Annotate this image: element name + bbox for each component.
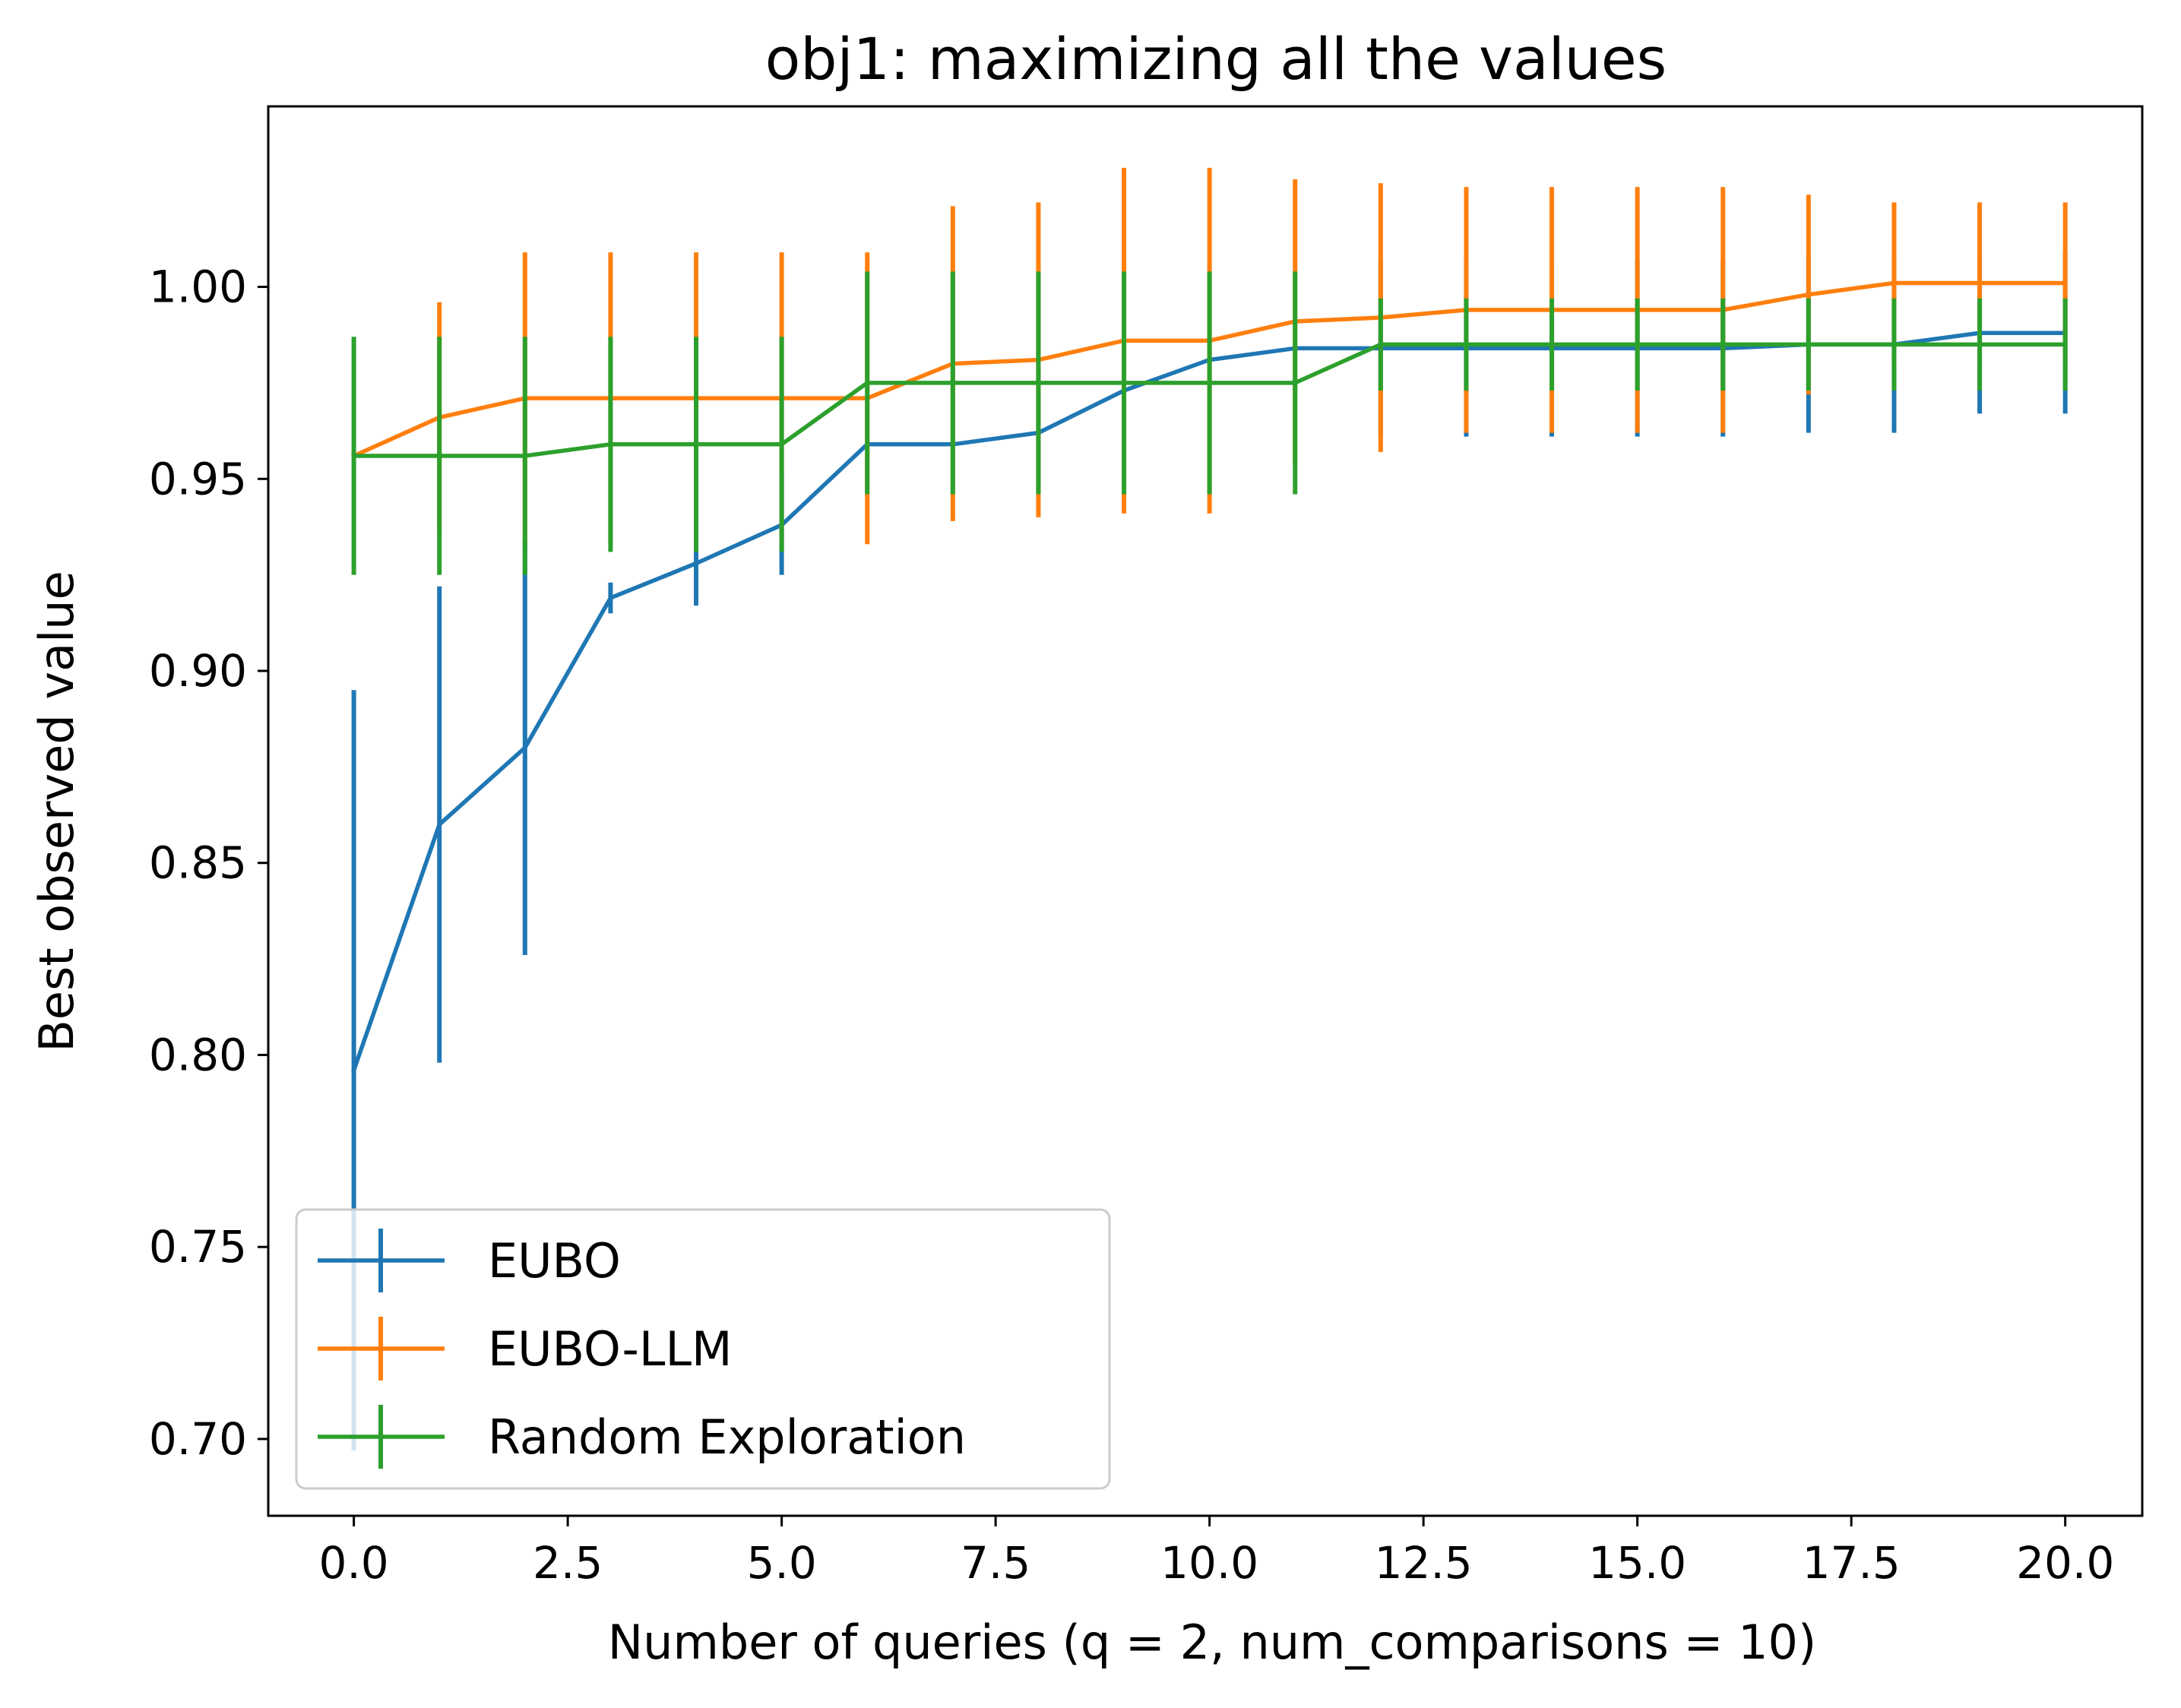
y-tick-label: 0.70: [149, 1413, 247, 1465]
chart-title: obj1: maximizing all the values: [765, 25, 1667, 93]
legend-label: EUBO: [488, 1233, 621, 1289]
legend-entry: EUBO-LLM: [318, 1317, 732, 1381]
series-3: [351, 271, 2068, 575]
x-axis-label: Number of queries (q = 2, num_comparison…: [608, 1615, 1816, 1670]
y-tick-label: 0.75: [149, 1221, 247, 1273]
legend-box: [295, 1208, 1111, 1490]
axes-frame: [267, 105, 2144, 1517]
x-tick-label: 20.0: [2016, 1537, 2114, 1589]
legend-entry: Random Exploration: [318, 1405, 966, 1469]
x-tick-label: 5.0: [746, 1537, 816, 1589]
legend-label: EUBO-LLM: [488, 1321, 732, 1377]
x-tick-label: 2.5: [533, 1537, 603, 1589]
x-tick-label: 17.5: [1803, 1537, 1901, 1589]
y-tick-label: 0.90: [149, 645, 247, 697]
y-tick-label: 1.00: [149, 261, 247, 313]
legend: EUBO EUBO-LLM Random Exploration: [295, 1208, 1111, 1490]
x-tick-label: 7.5: [961, 1537, 1030, 1589]
x-tick-label: 15.0: [1588, 1537, 1686, 1589]
x-tick-label: 12.5: [1375, 1537, 1473, 1589]
x-axis: 0.0 2.5 5.0 7.5 10.0 12.5 15.0 17.5 20.0: [318, 1516, 2114, 1589]
x-tick-label: 10.0: [1160, 1537, 1258, 1589]
y-tick-label: 0.80: [149, 1029, 247, 1080]
x-tick-label: 0.0: [318, 1537, 388, 1589]
y-tick-label: 0.95: [149, 453, 247, 504]
series-line: [351, 342, 2068, 458]
y-tick-label: 0.85: [149, 837, 247, 889]
legend-entry: EUBO: [318, 1229, 621, 1292]
y-axis: 0.70 0.75 0.80 0.85 0.90 0.95 1.00: [149, 261, 268, 1465]
series-layer: [350, 167, 2068, 1451]
y-axis-label: Best observed value: [29, 571, 84, 1052]
legend-label: Random Exploration: [488, 1409, 966, 1465]
